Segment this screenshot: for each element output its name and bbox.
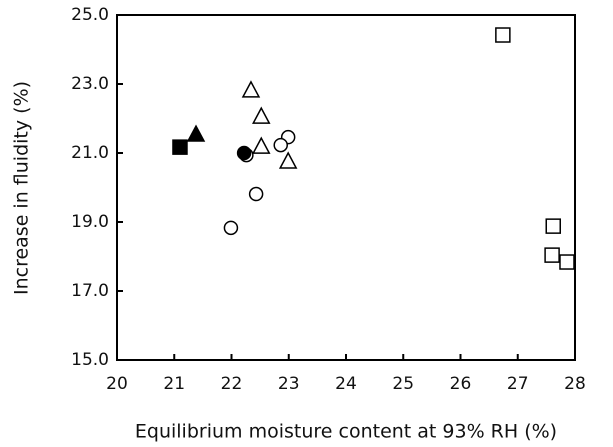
y-tick-label: 25.0 <box>71 5 109 25</box>
y-tick-label: 23.0 <box>71 74 109 94</box>
point <box>278 151 298 169</box>
point <box>544 247 560 263</box>
y-tick-label: 15.0 <box>71 350 109 370</box>
x-tick-label: 21 <box>163 374 185 394</box>
point <box>545 218 561 234</box>
x-tick-label: 22 <box>221 374 243 394</box>
x-tick-label: 28 <box>564 374 586 394</box>
point <box>273 137 288 153</box>
point <box>252 136 271 154</box>
y-tick-label: 19.0 <box>71 212 109 232</box>
x-tick-label: 25 <box>392 374 414 394</box>
x-axis-label: Equilibrium moisture content at 93% RH (… <box>135 421 557 443</box>
point <box>559 254 575 270</box>
x-tick-label: 23 <box>278 374 300 394</box>
point <box>223 220 239 236</box>
point <box>252 106 271 124</box>
point <box>495 27 511 43</box>
y-tick-label: 21.0 <box>71 143 109 163</box>
point <box>172 139 188 155</box>
y-tick-label: 17.0 <box>71 281 109 301</box>
point <box>241 80 261 98</box>
x-tick-label: 24 <box>335 374 357 394</box>
x-tick-label: 27 <box>507 374 529 394</box>
x-tick-label: 26 <box>450 374 472 394</box>
x-tick-label: 20 <box>106 374 128 394</box>
plot-frame <box>116 14 576 361</box>
point <box>248 186 264 202</box>
point <box>186 124 206 142</box>
point <box>236 145 252 161</box>
y-axis-label: Increase in fluidity (%) <box>11 81 33 295</box>
